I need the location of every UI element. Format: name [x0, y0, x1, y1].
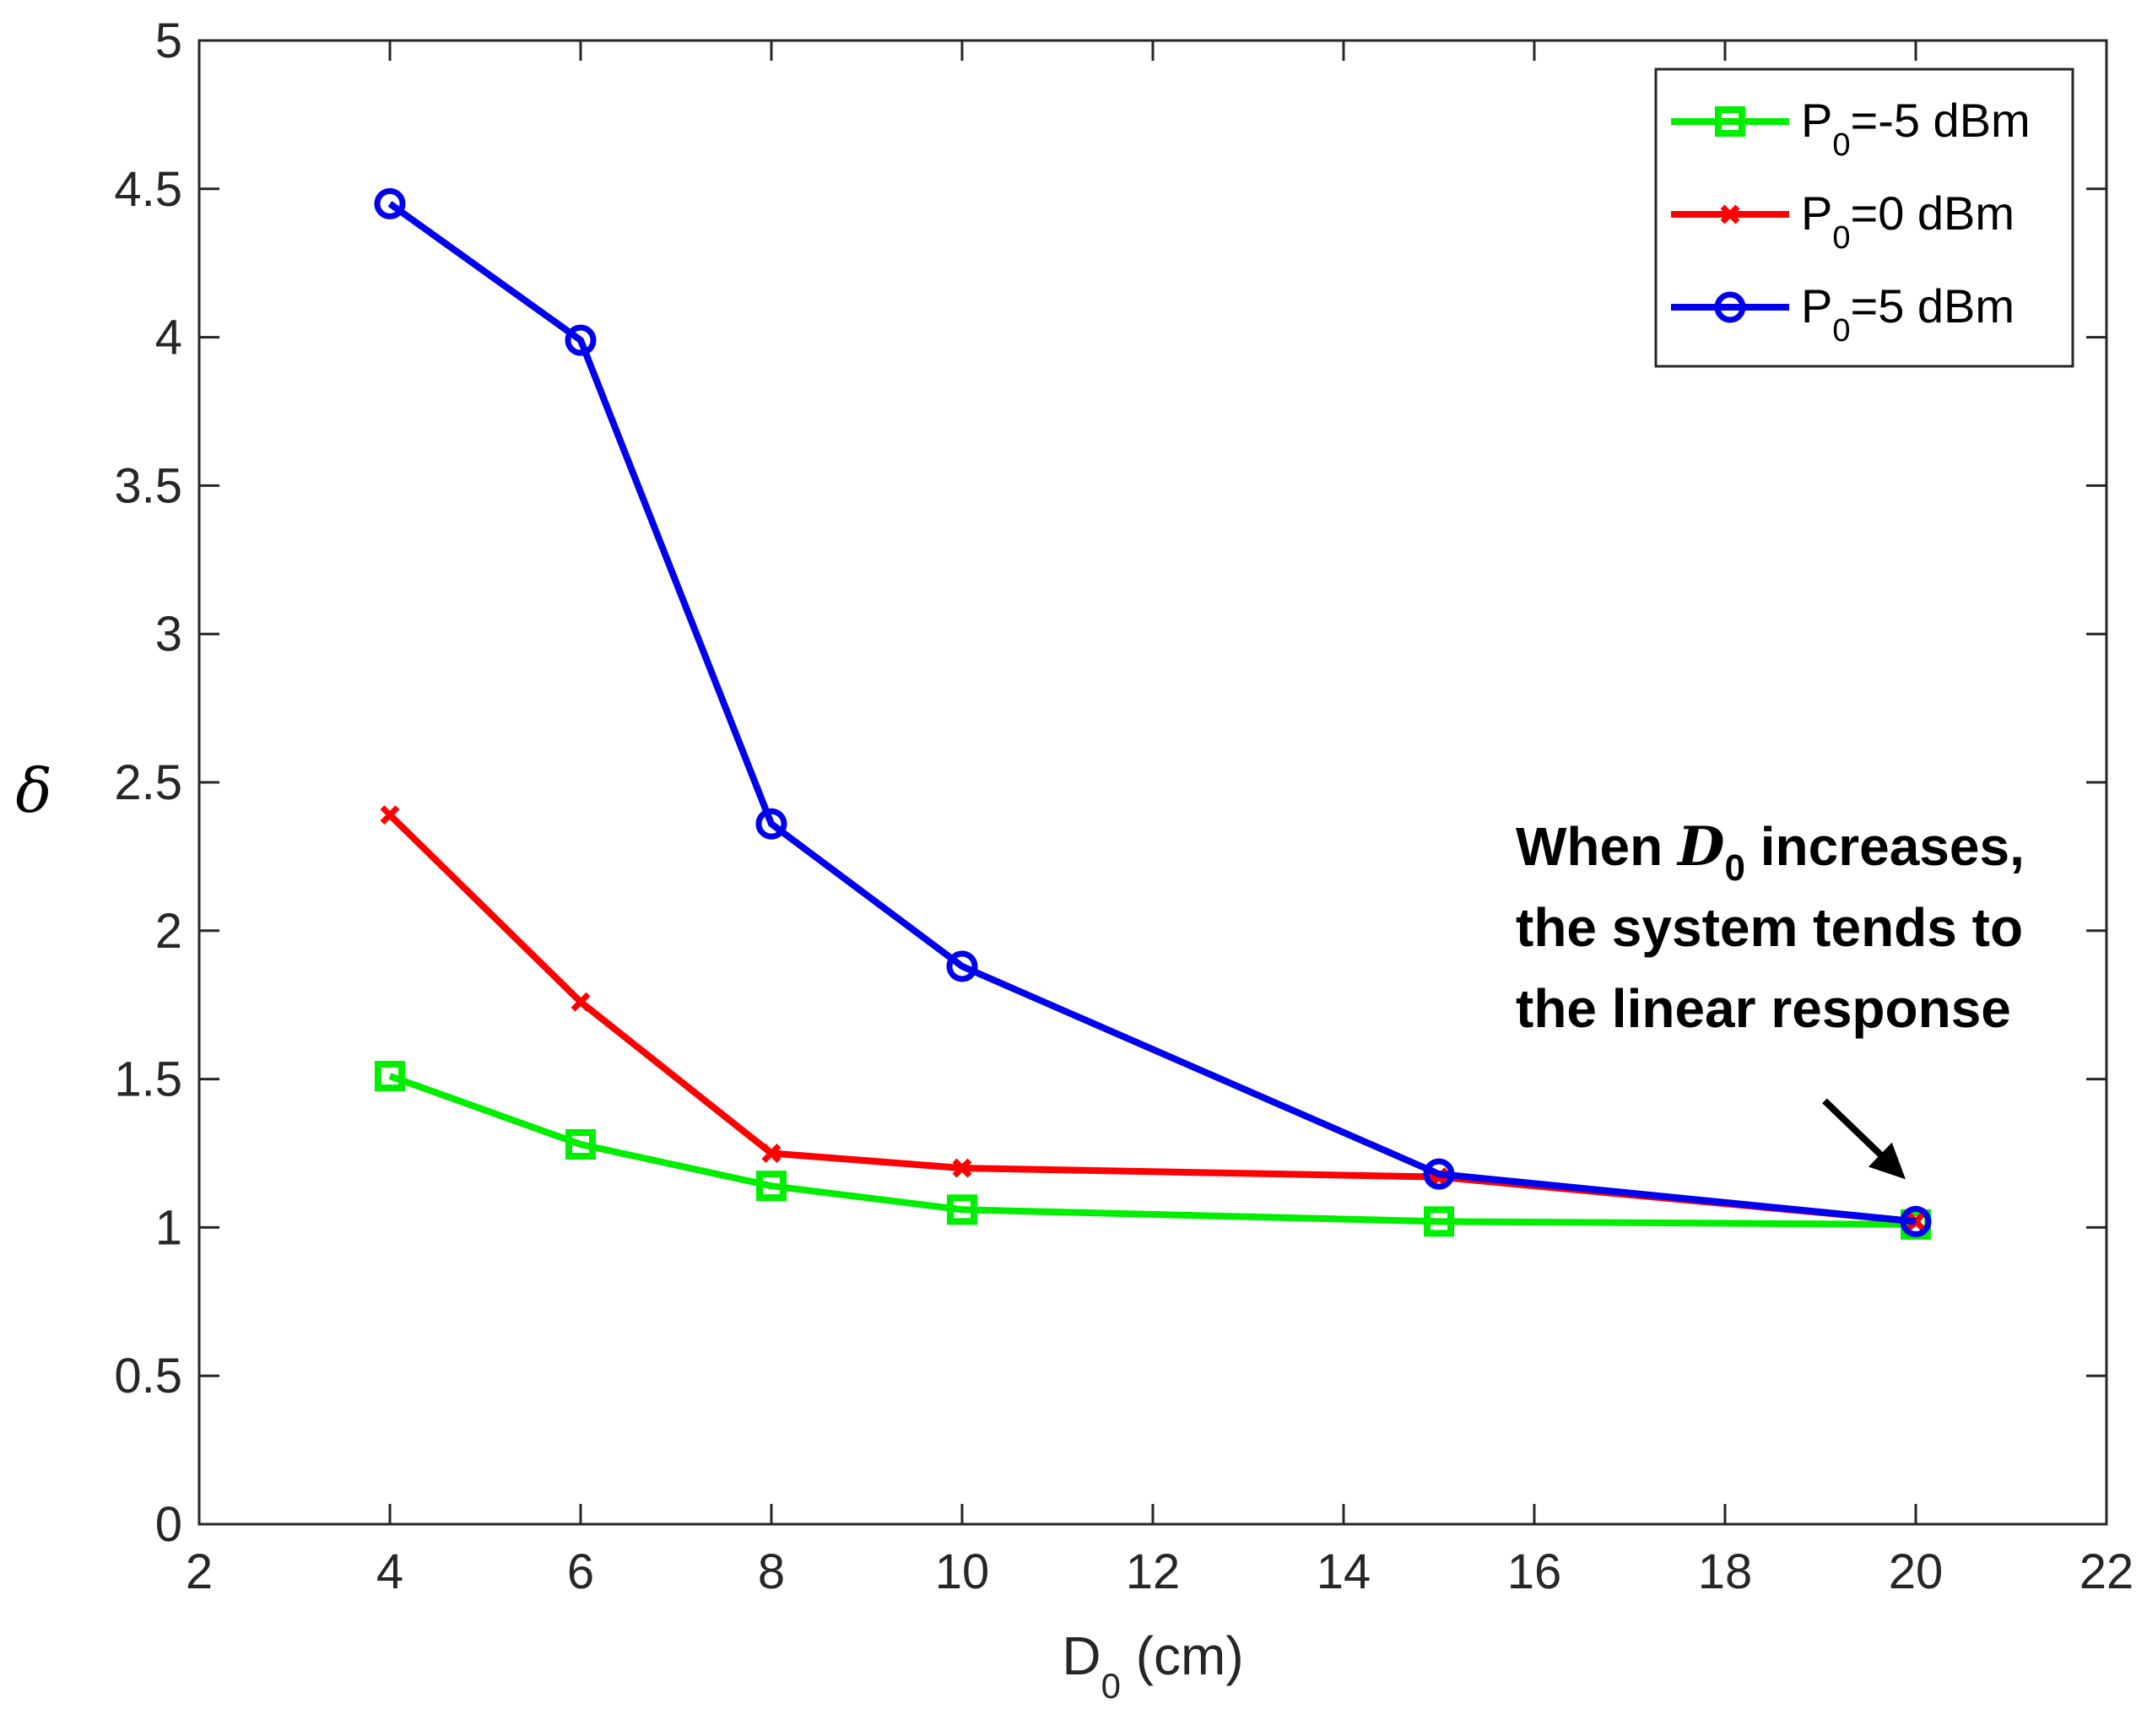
- legend-label: P0=5 dBm: [1801, 279, 2015, 349]
- x-tick-label: 8: [758, 1544, 785, 1599]
- legend-swatch-marker: [1720, 204, 1740, 224]
- legend-label: P0=0 dBm: [1801, 187, 2015, 256]
- data-point: [380, 805, 400, 825]
- data-point: [375, 1061, 405, 1092]
- legend-label-subscript: 0: [1832, 127, 1850, 163]
- y-tick-label: 3: [155, 607, 182, 662]
- legend-label: P0=-5 dBm: [1801, 94, 2031, 163]
- data-point: [571, 992, 591, 1012]
- data-point-stroke: [761, 1144, 781, 1163]
- legend-label-main: P: [1801, 279, 1832, 333]
- y-axis-label: δ: [15, 755, 51, 826]
- x-tick-label: 18: [1698, 1544, 1753, 1599]
- y-tick-label: 0.5: [114, 1349, 182, 1403]
- axes: 2 4 6 8 10 12 14 16 18 20 22 0 0.5 1 1.5 2 2.5 3 3.5 4 4.5 5 D…: [15, 14, 2133, 1706]
- data-point-stroke: [380, 805, 400, 825]
- y-tick-label: 1.5: [114, 1052, 182, 1107]
- x-axis-label: D0 (cm): [1062, 1625, 1243, 1706]
- data-point: [755, 808, 787, 840]
- y-tick-label: 2: [155, 904, 182, 959]
- series-line: [388, 1073, 1917, 1228]
- annotation-text: increases,: [1745, 816, 2025, 877]
- y-tick-label: 0: [155, 1497, 182, 1552]
- series-lines: [374, 187, 1932, 1240]
- y-tick-label: 1: [155, 1200, 182, 1255]
- series-3: [374, 187, 1932, 1237]
- x-axis-label-main: D: [1062, 1625, 1101, 1686]
- x-tick-label: 4: [376, 1544, 403, 1599]
- legend-item-3: P0=5 dBm: [1671, 279, 2015, 349]
- y-tick-label: 2.5: [114, 755, 182, 810]
- y-tick-label: 3.5: [114, 458, 182, 513]
- legend-label-rest: =0 dBm: [1851, 187, 2015, 240]
- x-tick-label: 10: [935, 1544, 990, 1599]
- annotation-arrow-head: [1868, 1142, 1906, 1180]
- data-point: [946, 950, 978, 982]
- data-point-stroke: [571, 992, 591, 1012]
- annotation-variable-subscript: 0: [1724, 847, 1744, 889]
- annotation-line-1: When D0 increases,: [1516, 815, 2025, 889]
- legend-swatch-marker: [1714, 291, 1746, 323]
- legend-swatch-marker-stroke: [1720, 204, 1740, 224]
- x-tick-label: 14: [1317, 1544, 1371, 1599]
- data-point: [1900, 1205, 1932, 1237]
- x-axis-label-unit: (cm): [1121, 1625, 1244, 1686]
- legend-label-rest: =-5 dBm: [1851, 94, 2031, 147]
- annotation-line-3: the linear response: [1516, 978, 2011, 1039]
- legend-label-rest: =5 dBm: [1851, 279, 2015, 333]
- data-point: [756, 1171, 787, 1202]
- x-tick-label: 6: [567, 1544, 594, 1599]
- annotation-variable: D: [1676, 815, 1725, 879]
- legend-item-2: P0=0 dBm: [1671, 187, 2015, 256]
- x-tick-label: 2: [186, 1544, 213, 1599]
- x-axis-label-subscript: 0: [1101, 1666, 1121, 1706]
- x-tick-label: 20: [1889, 1544, 1944, 1599]
- x-tick-label: 22: [2079, 1544, 2134, 1599]
- data-point: [947, 1194, 977, 1225]
- legend-label-subscript: 0: [1832, 220, 1850, 256]
- data-point: [1423, 1158, 1455, 1190]
- data-point-stroke: [952, 1158, 972, 1178]
- x-tick-label: 16: [1507, 1544, 1562, 1599]
- legend-item-1: P0=-5 dBm: [1671, 94, 2031, 163]
- data-point: [565, 324, 597, 356]
- legend-label-main: P: [1801, 94, 1832, 147]
- series-1: [375, 1061, 1931, 1240]
- legend-swatch-marker: [1715, 106, 1745, 137]
- legend-label-subscript: 0: [1832, 313, 1850, 349]
- y-tick-label: 5: [155, 14, 182, 68]
- data-point: [1424, 1206, 1454, 1237]
- y-tick-label: 4: [155, 311, 182, 365]
- annotation-line-2: the system tends to: [1516, 897, 2023, 958]
- x-tick-label: 12: [1126, 1544, 1181, 1599]
- data-point: [374, 187, 406, 219]
- y-tick-label: 4.5: [114, 162, 182, 217]
- annotation: When D0 increases, the system tends to the…: [1516, 815, 2025, 1180]
- data-point: [952, 1158, 972, 1178]
- annotation-text: When: [1516, 816, 1678, 877]
- legend-label-main: P: [1801, 187, 1832, 240]
- data-point: [565, 1128, 596, 1160]
- series-line: [387, 201, 1917, 1225]
- data-point: [761, 1144, 781, 1163]
